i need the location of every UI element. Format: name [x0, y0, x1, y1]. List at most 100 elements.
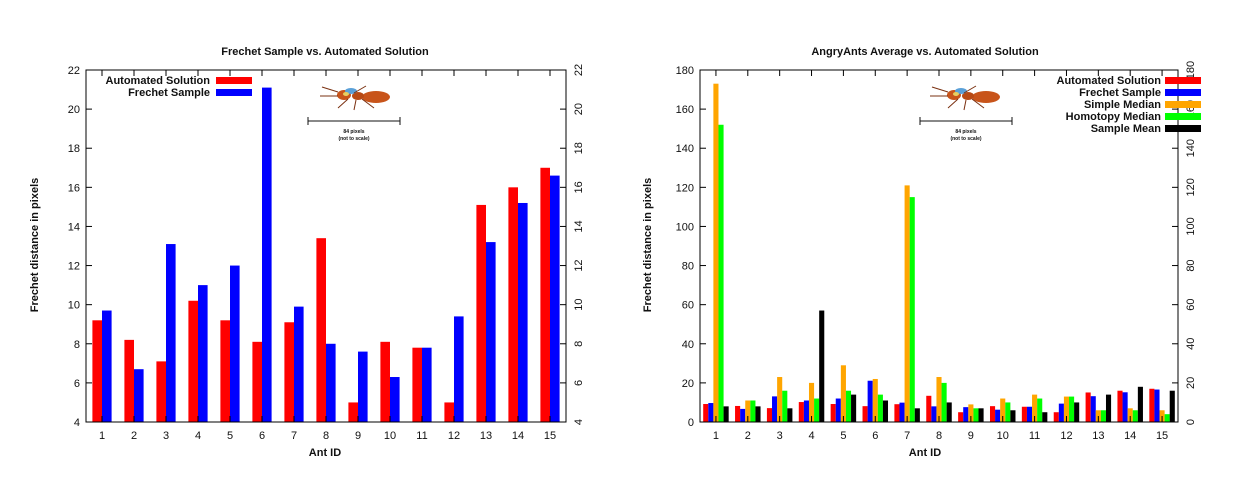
bar: [1154, 389, 1160, 422]
y-tick-label: 10: [68, 300, 80, 312]
series-simple-median: [713, 83, 1165, 422]
bar: [422, 347, 432, 422]
bar: [188, 300, 198, 422]
bar: [294, 306, 304, 422]
legend-label: Simple Median: [1084, 99, 1161, 111]
y-tick-label: 20: [68, 104, 80, 116]
x-tick-label: 11: [416, 430, 427, 442]
legend-swatch: [1165, 125, 1201, 132]
bar: [936, 377, 942, 422]
y2-tick-label: 60: [1185, 299, 1197, 311]
bar: [380, 341, 390, 422]
bar: [766, 408, 773, 422]
bar: [931, 406, 937, 422]
bar: [198, 285, 208, 422]
series-homotopy-median: [718, 124, 1170, 422]
bar: [1090, 396, 1096, 422]
x-tick-label: 4: [195, 430, 201, 442]
bar: [92, 320, 102, 422]
y-tick-label: 18: [68, 143, 80, 155]
bar: [124, 339, 134, 422]
bar: [882, 400, 889, 422]
chart-frechet-vs-automated: Frechet Sample vs. Automated Solution An…: [29, 46, 585, 459]
x-tick-label: 3: [777, 430, 783, 442]
bar: [412, 347, 422, 422]
bar: [230, 265, 240, 422]
x-tick-label: 4: [808, 430, 814, 442]
bar: [348, 402, 358, 422]
bar: [1053, 412, 1059, 422]
bar: [703, 404, 709, 422]
bar: [713, 83, 719, 422]
legend-swatch: [1165, 101, 1201, 108]
bar: [518, 202, 528, 422]
legend-label: Sample Mean: [1091, 123, 1162, 135]
x-tick-label: 8: [323, 430, 329, 442]
y-tick-label: 60: [682, 300, 694, 312]
y2-tick-label: 80: [1185, 259, 1197, 271]
series-automated-solution: [703, 388, 1155, 422]
bar: [782, 390, 788, 422]
y2-tick-label: 120: [1185, 178, 1197, 196]
y2-tick-label: 10: [573, 299, 585, 311]
y2-tick-label: 0: [1185, 419, 1197, 425]
bar: [326, 343, 336, 422]
y-tick-label: 8: [74, 339, 80, 351]
legend-swatch: [1165, 77, 1201, 84]
x-tick-label: 14: [512, 430, 524, 442]
bar: [946, 402, 952, 422]
bar: [845, 390, 852, 422]
y2-tick-label: 6: [573, 380, 585, 386]
x-tick-label: 15: [544, 430, 556, 442]
bar: [877, 394, 883, 422]
bar: [755, 406, 761, 422]
y-tick-label: 6: [74, 378, 80, 390]
bar: [1127, 408, 1133, 422]
legend-label: Frechet Sample: [128, 87, 210, 99]
legend-swatch: [216, 77, 252, 84]
y-tick-label: 140: [676, 143, 694, 155]
bar: [958, 412, 964, 422]
bar: [914, 408, 920, 422]
bar: [1105, 394, 1112, 422]
bar: [1085, 392, 1091, 422]
scale-note: (not to scale): [950, 136, 981, 142]
x-tick-label: 3: [163, 430, 169, 442]
bar: [819, 310, 825, 422]
bar: [1026, 406, 1033, 422]
bar: [358, 351, 368, 422]
y2-tick-label: 22: [573, 64, 585, 76]
x-tick-label: 13: [480, 430, 492, 442]
y-tick-label: 80: [682, 261, 694, 273]
bar: [777, 377, 783, 422]
bar: [316, 238, 326, 422]
bar: [102, 310, 112, 422]
bar: [798, 402, 804, 422]
bar: [745, 400, 751, 422]
bar: [735, 405, 741, 422]
y2-tick-label: 12: [573, 259, 585, 271]
bar: [787, 408, 793, 422]
y-tick-label: 40: [682, 339, 694, 351]
x-tick-label: 2: [745, 430, 751, 442]
bar: [973, 408, 979, 422]
x-tick-label: 12: [448, 430, 460, 442]
y-axis-label: Frechet distance in pixels: [642, 178, 654, 313]
bar: [909, 197, 915, 422]
bar: [989, 406, 996, 422]
bar: [814, 398, 820, 422]
x-tick-label: 15: [1156, 430, 1168, 442]
bar: [454, 316, 464, 422]
legend-swatch: [1165, 89, 1201, 96]
bar: [1032, 394, 1038, 422]
scale-bar: 84 pixels (not to scale): [919, 117, 1013, 142]
y-axis-label: Frechet distance in pixels: [29, 178, 41, 313]
scale-label: 84 pixels: [343, 129, 364, 135]
bar: [1063, 396, 1070, 422]
ant-image: [320, 85, 390, 111]
y-tick-label: 4: [74, 417, 80, 429]
bar: [904, 185, 910, 422]
bar: [803, 400, 809, 422]
